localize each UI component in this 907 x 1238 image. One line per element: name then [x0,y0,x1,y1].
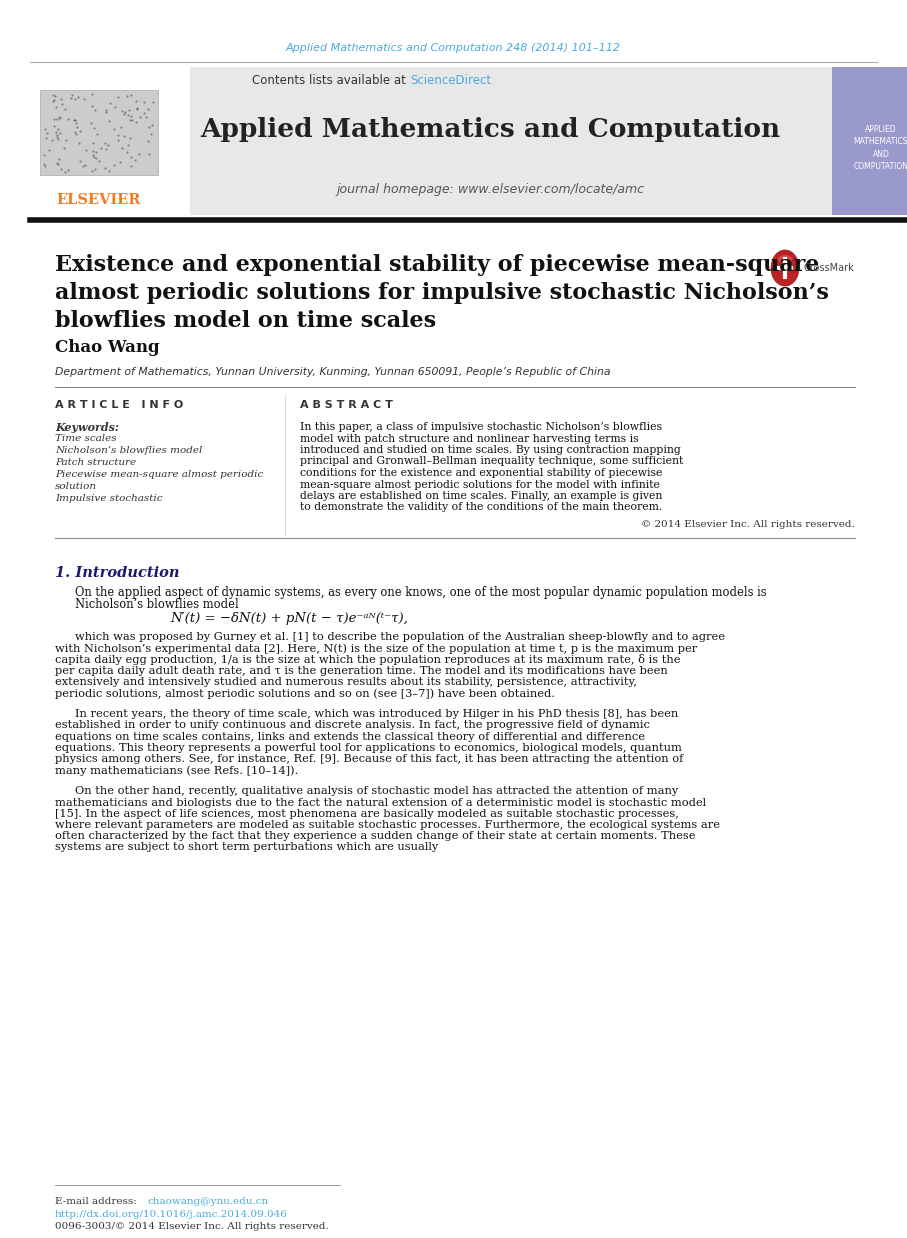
Text: Applied Mathematics and Computation 248 (2014) 101–112: Applied Mathematics and Computation 248 … [286,43,620,53]
Text: where relevant parameters are modeled as suitable stochastic processes. Furtherm: where relevant parameters are modeled as… [55,820,720,829]
Text: blowflies model on time scales: blowflies model on time scales [55,310,436,332]
Text: periodic solutions, almost periodic solutions and so on (see [3–7]) have been ob: periodic solutions, almost periodic solu… [55,688,555,698]
Text: chaowang@ynu.edu.cn: chaowang@ynu.edu.cn [148,1197,269,1206]
Text: with Nicholson’s experimental data [2]. Here, N(t) is the size of the population: with Nicholson’s experimental data [2]. … [55,644,697,654]
Text: [15]. In the aspect of life sciences, most phenomena are basically modeled as su: [15]. In the aspect of life sciences, mo… [55,808,678,818]
Text: 1. Introduction: 1. Introduction [55,566,180,579]
Text: Department of Mathematics, Yunnan University, Kunming, Yunnan 650091, People’s R: Department of Mathematics, Yunnan Univer… [55,366,610,378]
Text: On the applied aspect of dynamic systems, as every one knows, one of the most po: On the applied aspect of dynamic systems… [75,586,766,599]
Text: http://dx.doi.org/10.1016/j.amc.2014.09.046: http://dx.doi.org/10.1016/j.amc.2014.09.… [55,1210,288,1219]
Text: A R T I C L E   I N F O: A R T I C L E I N F O [55,400,183,410]
Text: Patch structure: Patch structure [55,458,136,467]
Text: Applied Mathematics and Computation: Applied Mathematics and Computation [200,118,780,142]
Text: equations on time scales contains, links and extends the classical theory of dif: equations on time scales contains, links… [55,732,645,742]
Text: which was proposed by Gurney et al. [1] to describe the population of the Austra: which was proposed by Gurney et al. [1] … [75,633,725,643]
Text: Existence and exponential stability of piecewise mean-square: Existence and exponential stability of p… [55,254,819,276]
Text: On the other hand, recently, qualitative analysis of stochastic model has attrac: On the other hand, recently, qualitative… [75,786,678,796]
FancyBboxPatch shape [832,67,907,215]
Text: extensively and intensively studied and numerous results about its stability, pe: extensively and intensively studied and … [55,677,637,687]
Text: Chao Wang: Chao Wang [55,339,160,357]
Text: to demonstrate the validity of the conditions of the main theorem.: to demonstrate the validity of the condi… [300,503,662,513]
Text: Impulsive stochastic: Impulsive stochastic [55,494,162,503]
Text: capita daily egg production, 1/a is the size at which the population reproduces : capita daily egg production, 1/a is the … [55,655,680,665]
FancyBboxPatch shape [30,67,832,215]
Text: ScienceDirect: ScienceDirect [410,73,491,87]
Text: almost periodic solutions for impulsive stochastic Nicholson’s: almost periodic solutions for impulsive … [55,282,829,305]
Ellipse shape [771,250,799,286]
Text: Time scales: Time scales [55,435,117,443]
Text: CrossMark: CrossMark [803,262,853,274]
Text: 0096-3003/© 2014 Elsevier Inc. All rights reserved.: 0096-3003/© 2014 Elsevier Inc. All right… [55,1222,328,1231]
Text: ELSEVIER: ELSEVIER [57,193,141,207]
Text: APPLIED
MATHEMATICS
AND
COMPUTATION: APPLIED MATHEMATICS AND COMPUTATION [853,125,907,171]
Text: conditions for the existence and exponential stability of piecewise: conditions for the existence and exponen… [300,468,662,478]
FancyBboxPatch shape [40,90,158,175]
Text: In this paper, a class of impulsive stochastic Nicholson’s blowflies: In this paper, a class of impulsive stoc… [300,422,662,432]
Ellipse shape [778,255,792,262]
Text: Nicholson’s blowflies model: Nicholson’s blowflies model [75,598,239,612]
Text: often characterized by the fact that they experience a sudden change of their st: often characterized by the fact that the… [55,831,696,841]
Text: principal and Gronwall–Bellman inequality technique, some sufficient: principal and Gronwall–Bellman inequalit… [300,457,683,467]
Text: mathematicians and biologists due to the fact the natural extension of a determi: mathematicians and biologists due to the… [55,797,707,807]
Text: In recent years, the theory of time scale, which was introduced by Hilger in his: In recent years, the theory of time scal… [75,709,678,719]
Text: solution: solution [55,482,97,491]
Text: per capita daily adult death rate, and τ is the generation time. The model and i: per capita daily adult death rate, and τ… [55,666,668,676]
Text: N′(t) = −δN(t) + pN(t − τ)e⁻ᵃᴺ(ᵗ⁻τ),: N′(t) = −δN(t) + pN(t − τ)e⁻ᵃᴺ(ᵗ⁻τ), [170,612,408,625]
Text: Piecewise mean-square almost periodic: Piecewise mean-square almost periodic [55,470,263,479]
Text: systems are subject to short term perturbations which are usually: systems are subject to short term pertur… [55,842,438,853]
Text: journal homepage: www.elsevier.com/locate/amc: journal homepage: www.elsevier.com/locat… [336,183,644,197]
Text: mean-square almost periodic solutions for the model with infinite: mean-square almost periodic solutions fo… [300,479,660,489]
Text: delays are established on time scales. Finally, an example is given: delays are established on time scales. F… [300,491,662,501]
Text: introduced and studied on time scales. By using contraction mapping: introduced and studied on time scales. B… [300,444,681,456]
Text: A B S T R A C T: A B S T R A C T [300,400,393,410]
Text: many mathematicians (see Refs. [10–14]).: many mathematicians (see Refs. [10–14]). [55,765,298,776]
Text: physics among others. See, for instance, Ref. [9]. Because of this fact, it has : physics among others. See, for instance,… [55,754,683,764]
Text: model with patch structure and nonlinear harvesting terms is: model with patch structure and nonlinear… [300,433,639,443]
Text: E-mail address:: E-mail address: [55,1197,140,1206]
FancyBboxPatch shape [30,67,190,215]
Text: Contents lists available at: Contents lists available at [252,73,410,87]
Text: established in order to unify continuous and discrete analysis. In fact, the pro: established in order to unify continuous… [55,721,650,730]
Text: © 2014 Elsevier Inc. All rights reserved.: © 2014 Elsevier Inc. All rights reserved… [641,520,855,529]
Text: equations. This theory represents a powerful tool for applications to economics,: equations. This theory represents a powe… [55,743,682,753]
Text: Keywords:: Keywords: [55,422,119,433]
Text: Nicholson’s blowflies model: Nicholson’s blowflies model [55,446,202,456]
